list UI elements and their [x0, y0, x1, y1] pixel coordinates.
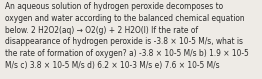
Text: An aqueous solution of hydrogen peroxide decomposes to
oxygen and water accordin: An aqueous solution of hydrogen peroxide… [5, 2, 248, 70]
